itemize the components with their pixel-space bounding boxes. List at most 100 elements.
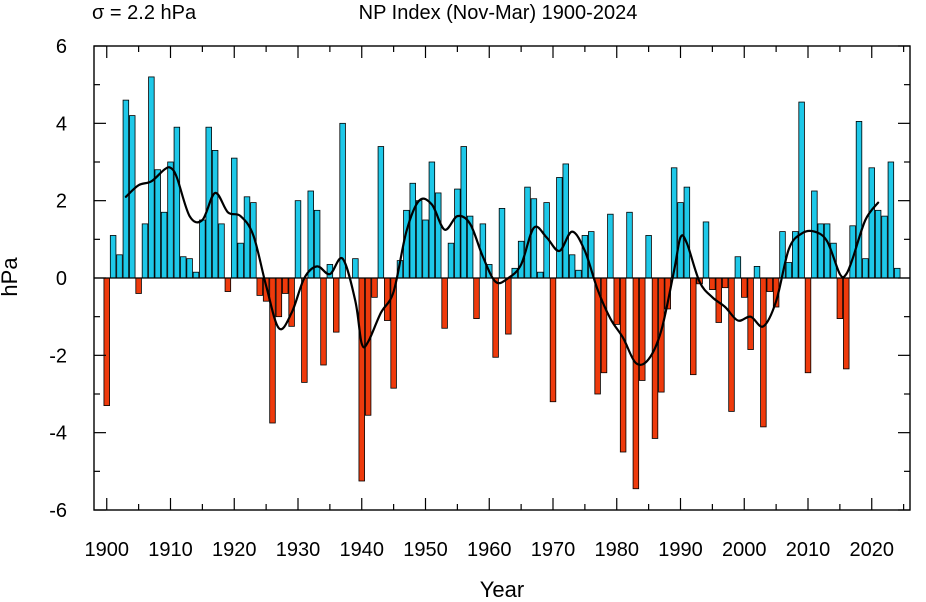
bar-1918 [218, 223, 225, 279]
x-tick-label: 1910 [148, 539, 193, 561]
bar-1922 [243, 196, 251, 279]
bar-1978 [600, 277, 608, 374]
bar-2009 [798, 101, 805, 279]
bar-1921 [237, 242, 244, 279]
x-tick-label: 2020 [850, 539, 895, 561]
bar-1901 [109, 235, 117, 279]
bar-1962 [498, 207, 506, 279]
x-tick-label: 1950 [403, 539, 448, 561]
bar-1979 [607, 213, 614, 279]
x-tick-label: 1920 [212, 539, 257, 561]
bar-2001 [747, 277, 754, 350]
y-axis-label: hPa [0, 257, 22, 297]
bar-1991 [683, 186, 691, 279]
bar-2022 [881, 215, 888, 279]
bar-1907 [148, 76, 155, 279]
bar-1931 [301, 277, 308, 383]
bar-1955 [454, 188, 461, 279]
bar-1915 [199, 219, 206, 279]
x-tick-label: 2000 [722, 539, 767, 561]
bar-1928 [282, 277, 289, 294]
bar-1927 [275, 277, 283, 318]
bar-1963 [505, 277, 512, 335]
bar-1909 [160, 211, 168, 279]
bar-2002 [753, 265, 761, 279]
bar-2015 [836, 277, 844, 319]
bar-1934 [320, 277, 327, 366]
bar-1930 [294, 200, 302, 279]
bar-1985 [645, 235, 652, 279]
bar-1919 [224, 277, 232, 292]
y-tick-label: -4 [49, 423, 67, 445]
bar-1943 [377, 146, 385, 279]
bar-2003 [760, 277, 767, 428]
bar-2012 [817, 223, 824, 279]
bar-1971 [556, 177, 563, 279]
bar-1912 [180, 256, 187, 279]
bar-1914 [192, 271, 200, 279]
bar-1902 [116, 254, 123, 279]
bar-1994 [702, 221, 710, 279]
bar-1958 [473, 277, 480, 319]
smoothed-series-line [124, 166, 880, 366]
x-tick-label: 1940 [340, 539, 385, 561]
y-tick-label: 4 [56, 113, 67, 135]
bar-1970 [549, 277, 557, 403]
bar-2019 [862, 258, 869, 279]
bar-1980 [613, 277, 620, 325]
bar-1951 [428, 161, 436, 279]
bar-1942 [371, 277, 378, 298]
bar-1953 [441, 277, 448, 329]
bar-1974 [575, 269, 582, 279]
bar-1903 [122, 99, 130, 279]
bar-1983 [632, 277, 640, 490]
bar-1967 [530, 198, 538, 279]
x-tick-label: 1990 [658, 539, 703, 561]
x-axis-label: Year [480, 577, 524, 602]
bar-2023 [887, 161, 895, 279]
bar-1948 [409, 182, 416, 279]
bar-1966 [524, 186, 531, 279]
y-tick-label: -6 [49, 500, 67, 522]
bar-1954 [447, 242, 455, 279]
bar-1968 [537, 271, 544, 279]
bar-1910 [167, 161, 174, 279]
y-tick-label: -2 [49, 345, 67, 367]
x-tick-label: 2010 [786, 539, 831, 561]
bar-1961 [492, 277, 499, 358]
bar-1940 [358, 277, 365, 482]
bar-1936 [333, 277, 340, 333]
bar-1981 [619, 277, 627, 453]
bar-1952 [435, 192, 442, 279]
x-tick-label: 1900 [85, 539, 130, 561]
x-tick-label: 1960 [467, 539, 512, 561]
bar-1904 [129, 115, 136, 279]
bar-1908 [154, 169, 161, 279]
bar-1911 [173, 126, 181, 279]
bar-1972 [562, 163, 569, 279]
bar-1956 [460, 146, 467, 279]
x-tick-label: 1970 [531, 539, 576, 561]
sigma-annotation: σ = 2.2 hPa [92, 2, 197, 24]
bar-2016 [843, 277, 850, 370]
bar-1937 [339, 122, 346, 279]
bar-1992 [690, 277, 697, 376]
bar-1917 [211, 149, 219, 279]
bar-2013 [823, 223, 831, 279]
bar-1998 [728, 277, 735, 412]
bar-1995 [709, 277, 716, 291]
bar-1986 [651, 277, 659, 439]
bar-1932 [307, 190, 314, 279]
y-tick-label: 0 [56, 268, 67, 290]
bar-2021 [874, 209, 882, 279]
bar-1900 [103, 277, 110, 406]
bar-2018 [855, 121, 863, 279]
bar-1999 [734, 256, 742, 279]
chart-title: NP Index (Nov-Mar) 1900-2024 [359, 2, 638, 24]
y-tick-label: 2 [56, 191, 67, 213]
bar-1920 [231, 157, 238, 279]
x-tick-label: 1980 [595, 539, 640, 561]
y-tick-label: 6 [56, 36, 67, 58]
bar-2020 [868, 167, 875, 279]
